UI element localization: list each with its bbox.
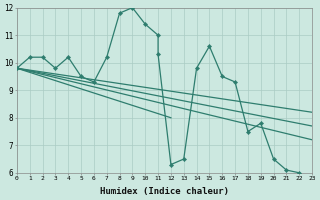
X-axis label: Humidex (Indice chaleur): Humidex (Indice chaleur)	[100, 187, 229, 196]
